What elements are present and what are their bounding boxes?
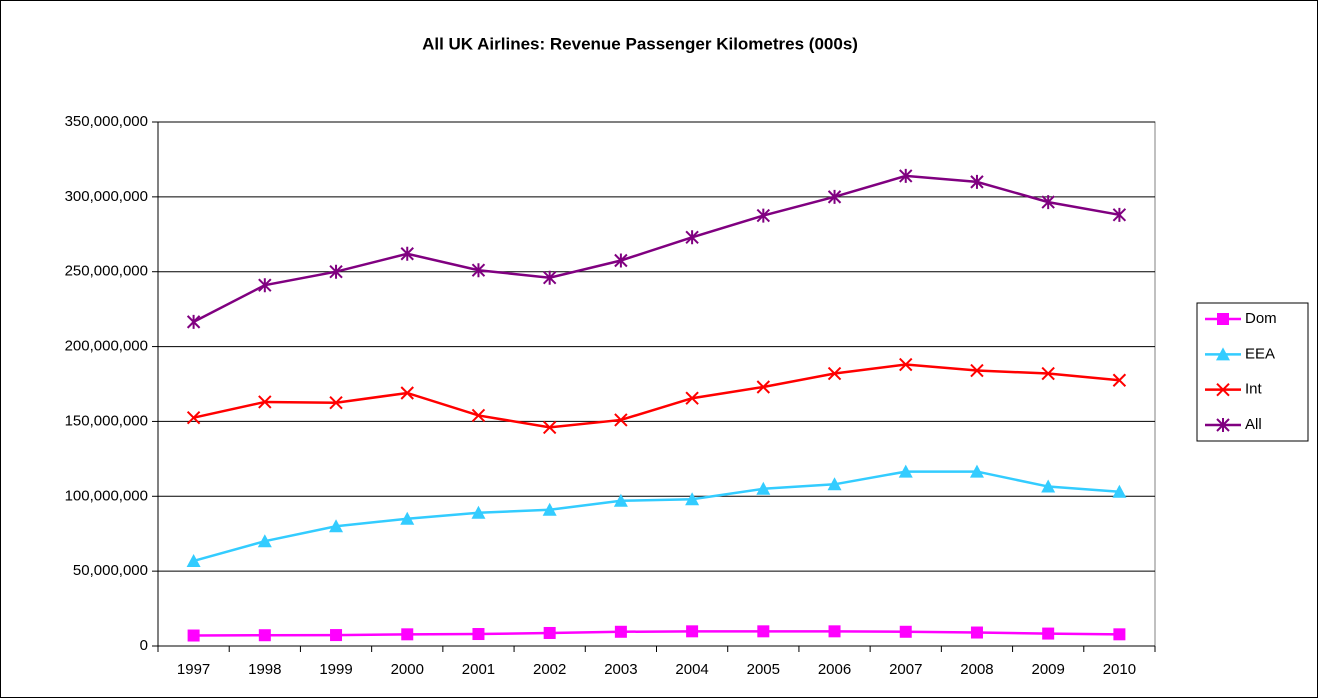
- point: [1113, 628, 1126, 641]
- plot-area: [157, 121, 1156, 647]
- point: [686, 625, 699, 638]
- point: [685, 492, 700, 506]
- point: [471, 505, 486, 519]
- y-tick-label: 200,000,000: [65, 338, 148, 355]
- series-line: [193, 470, 1120, 563]
- legend-label: EEA: [1245, 345, 1275, 362]
- legend: [1196, 302, 1309, 442]
- y-tick-label: 0: [140, 637, 148, 654]
- x-tick-label: 2002: [533, 661, 566, 678]
- point: [542, 420, 557, 435]
- point: [258, 278, 272, 293]
- series-line: [193, 174, 1120, 323]
- legend-label: All: [1245, 416, 1262, 433]
- point: [258, 629, 271, 642]
- legend-marker: [1216, 418, 1230, 432]
- legend-label: Dom: [1245, 310, 1277, 327]
- legend-marker: [1217, 313, 1229, 325]
- y-tick-label: 150,000,000: [65, 412, 148, 429]
- series-line: [193, 630, 1120, 637]
- point: [401, 628, 414, 641]
- point: [899, 625, 912, 638]
- point: [400, 386, 414, 400]
- point: [329, 396, 343, 410]
- point: [899, 168, 913, 183]
- point: [542, 502, 557, 516]
- x-tick-label: 2009: [1031, 661, 1064, 678]
- x-tick-label: 2008: [960, 661, 993, 678]
- point: [757, 625, 770, 638]
- y-tick-label: 350,000,000: [65, 113, 148, 130]
- point: [614, 625, 627, 638]
- point: [329, 264, 343, 279]
- x-tick-label: 2001: [462, 661, 495, 678]
- x-tick-label: 1999: [319, 661, 352, 678]
- point: [970, 363, 984, 378]
- x-tick-label: 2006: [818, 661, 851, 678]
- y-tick-label: 100,000,000: [65, 487, 148, 504]
- point: [685, 230, 699, 245]
- legend-marker: [1216, 347, 1230, 361]
- point: [1041, 479, 1056, 493]
- point: [613, 493, 628, 507]
- point: [1042, 627, 1055, 640]
- point: [970, 626, 983, 639]
- x-tick-label: 1997: [177, 661, 210, 678]
- point: [1112, 207, 1127, 222]
- point: [1112, 484, 1127, 498]
- point: [187, 629, 200, 642]
- point: [970, 174, 984, 189]
- point: [828, 625, 841, 638]
- point: [898, 464, 913, 478]
- point: [400, 246, 414, 261]
- point: [614, 253, 628, 268]
- x-tick-label: 2000: [391, 661, 424, 678]
- point: [400, 511, 415, 525]
- y-tick-label: 250,000,000: [65, 263, 148, 280]
- point: [186, 553, 201, 567]
- point: [614, 413, 628, 427]
- x-tick-label: 2010: [1103, 661, 1136, 678]
- y-tick-label: 300,000,000: [65, 188, 148, 205]
- point: [899, 357, 913, 372]
- x-tick-label: 2005: [747, 661, 780, 678]
- point: [186, 314, 201, 329]
- point: [472, 628, 485, 641]
- y-tick-label: 50,000,000: [73, 562, 148, 579]
- point: [471, 263, 486, 278]
- point: [1112, 373, 1127, 387]
- point: [1041, 366, 1055, 381]
- point: [543, 626, 556, 639]
- series-line: [193, 363, 1120, 429]
- x-tick-label: 1998: [248, 661, 281, 678]
- point: [471, 408, 486, 423]
- point: [257, 534, 272, 548]
- x-tick-label: 2003: [604, 661, 637, 678]
- point: [542, 270, 557, 285]
- point: [258, 395, 272, 409]
- point: [969, 464, 984, 478]
- x-tick-label: 2007: [889, 661, 922, 678]
- point: [186, 410, 201, 425]
- x-tick-label: 2004: [675, 661, 708, 678]
- point: [827, 366, 842, 381]
- point: [329, 519, 344, 533]
- point: [685, 391, 699, 405]
- point: [756, 208, 771, 223]
- point: [756, 481, 771, 495]
- point: [756, 380, 771, 394]
- point: [330, 629, 343, 642]
- point: [827, 477, 842, 491]
- point: [1041, 195, 1055, 210]
- point: [827, 189, 842, 204]
- legend-label: Int: [1245, 381, 1263, 398]
- legend-marker: [1216, 382, 1230, 397]
- chart-title: All UK Airlines: Revenue Passenger Kilom…: [422, 34, 858, 53]
